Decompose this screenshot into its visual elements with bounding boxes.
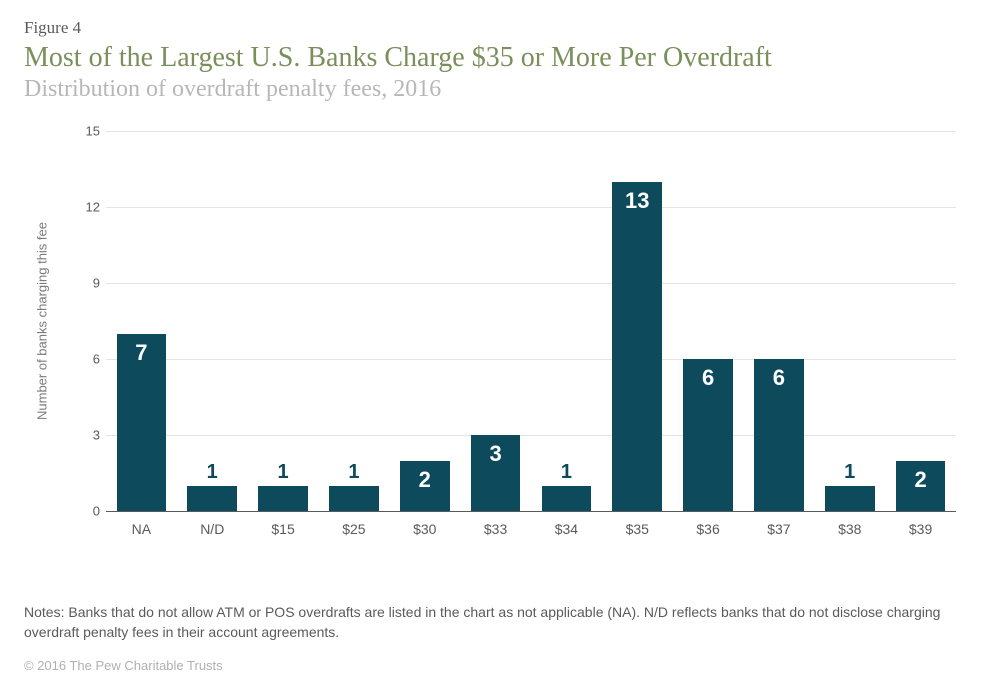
bar-value-label: 2 bbox=[400, 467, 450, 493]
bar: 6 bbox=[683, 359, 733, 511]
x-tick-label: $35 bbox=[626, 521, 649, 537]
y-tick-label: 9 bbox=[70, 276, 100, 291]
x-tick-label: $39 bbox=[909, 521, 932, 537]
bar: 3 bbox=[471, 435, 521, 511]
chart-notes: Notes: Banks that do not allow ATM or PO… bbox=[24, 603, 964, 642]
bar: 13 bbox=[612, 182, 662, 511]
figure-number: Figure 4 bbox=[24, 18, 966, 38]
x-tick-label: $38 bbox=[838, 521, 861, 537]
x-tick-label: $37 bbox=[767, 521, 790, 537]
bars-group: 7111231136612 bbox=[106, 131, 956, 511]
bar-value-label: 1 bbox=[258, 461, 308, 486]
x-tick-label: $25 bbox=[342, 521, 365, 537]
x-tick-label: $34 bbox=[555, 521, 578, 537]
bar: 1 bbox=[542, 486, 592, 511]
bar-value-label: 7 bbox=[117, 340, 167, 366]
x-tick-label: $15 bbox=[271, 521, 294, 537]
y-tick-label: 12 bbox=[70, 200, 100, 215]
bar-value-label: 1 bbox=[187, 461, 237, 486]
plot-region: 7111231136612 bbox=[106, 131, 956, 512]
figure-container: Figure 4 Most of the Largest U.S. Banks … bbox=[0, 0, 990, 698]
bar: 1 bbox=[258, 486, 308, 511]
chart-area: Number of banks charging this fee 036912… bbox=[24, 121, 966, 561]
y-tick-label: 0 bbox=[70, 504, 100, 519]
y-tick-label: 6 bbox=[70, 352, 100, 367]
x-tick-label: $36 bbox=[696, 521, 719, 537]
y-axis-label: Number of banks charging this fee bbox=[35, 222, 50, 420]
bar-value-label: 6 bbox=[683, 365, 733, 391]
bar: 2 bbox=[896, 461, 946, 512]
x-tick-label: N/D bbox=[200, 521, 224, 537]
copyright-text: © 2016 The Pew Charitable Trusts bbox=[24, 658, 966, 673]
bar-value-label: 1 bbox=[825, 461, 875, 486]
y-tick-label: 3 bbox=[70, 428, 100, 443]
bar-value-label: 1 bbox=[542, 461, 592, 486]
bar: 1 bbox=[825, 486, 875, 511]
chart-subtitle: Distribution of overdraft penalty fees, … bbox=[24, 76, 966, 103]
bar: 1 bbox=[187, 486, 237, 511]
chart-title: Most of the Largest U.S. Banks Charge $3… bbox=[24, 42, 966, 74]
bar-value-label: 3 bbox=[471, 441, 521, 467]
bar: 1 bbox=[329, 486, 379, 511]
y-tick-label: 15 bbox=[70, 124, 100, 139]
bar-value-label: 6 bbox=[754, 365, 804, 391]
bar: 2 bbox=[400, 461, 450, 512]
bar: 6 bbox=[754, 359, 804, 511]
bar-value-label: 1 bbox=[329, 461, 379, 486]
bar: 7 bbox=[117, 334, 167, 511]
x-tick-label: $30 bbox=[413, 521, 436, 537]
bar-value-label: 13 bbox=[612, 188, 662, 214]
x-tick-label: NA bbox=[132, 521, 151, 537]
x-tick-label: $33 bbox=[484, 521, 507, 537]
bar-value-label: 2 bbox=[896, 467, 946, 493]
